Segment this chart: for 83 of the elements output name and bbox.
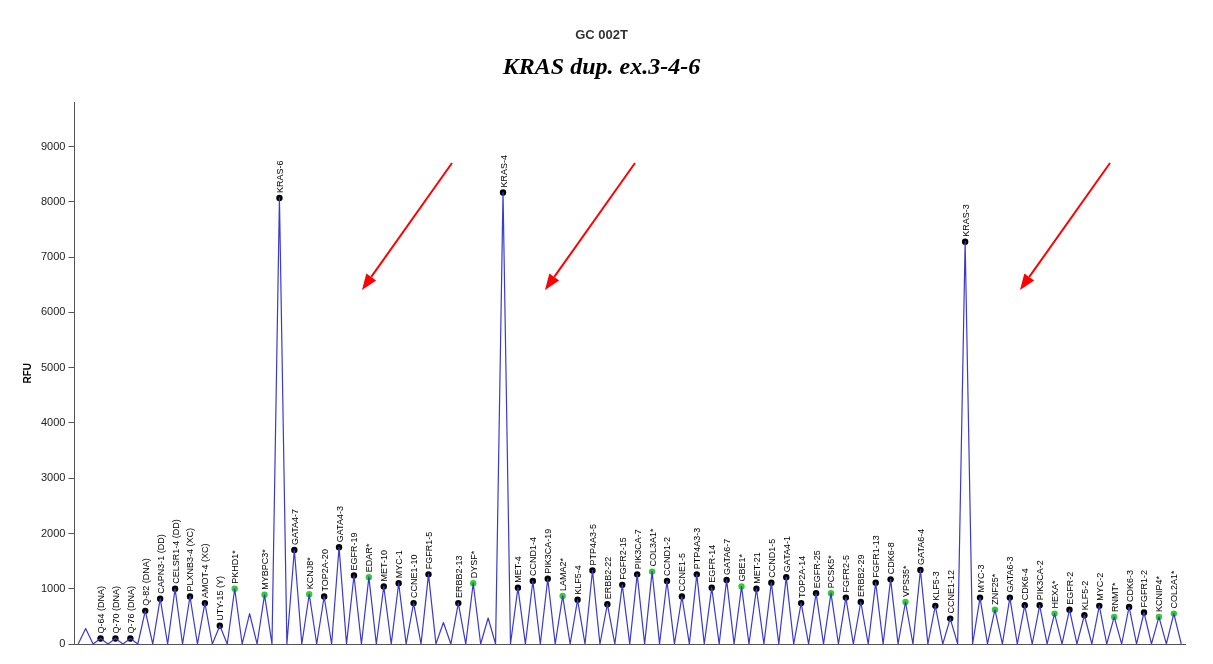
x-tick-label: CCND1-4	[528, 536, 539, 576]
x-tick-label: CELSR1-4 (DD)	[170, 519, 181, 584]
x-tick-label: ERBB2-13	[453, 555, 464, 599]
x-tick-label: PIK3CA-2	[1035, 560, 1046, 601]
x-tick-label: CDK6-3	[1124, 569, 1135, 602]
x-tick-label: KRAS-4	[498, 154, 509, 188]
x-tick-label: GATA4-7	[289, 508, 300, 546]
x-tick-label: MYC-3	[975, 564, 986, 593]
x-tick-label: CCND1-5	[766, 538, 777, 578]
chart-subtitle: KRAS dup. ex.3-4-6	[501, 53, 701, 80]
y-tick-label: 7000	[40, 250, 66, 263]
x-tick-label: GATA4-1	[781, 535, 792, 573]
y-tick-label: 4000	[40, 415, 66, 428]
x-tick-label: VPS35*	[900, 564, 911, 597]
x-tick-label: ZNF25*	[990, 573, 1001, 605]
x-tick-label: MET-4	[513, 556, 524, 583]
x-tick-label: LAMA2*	[558, 557, 569, 591]
x-tick-label: UTY-15 (Y)	[215, 576, 226, 621]
y-tick-label: 9000	[40, 139, 66, 152]
x-tick-label: CDK6-4	[1020, 568, 1031, 601]
x-tick-label: KCNIP4*	[1154, 575, 1165, 612]
x-tick-label: KRAS-6	[274, 160, 285, 194]
x-tick-label: Q-70 (DNA)	[110, 585, 121, 634]
x-tick-label: ERBB2-29	[856, 554, 867, 597]
x-tick-label: HEXA*	[1050, 580, 1061, 609]
x-tick-label: Q-82 (DNA)	[140, 558, 151, 606]
y-tick-label: 3000	[40, 471, 66, 484]
x-tick-label: EGFR-19	[349, 532, 360, 571]
x-tick-label: CCND1-2	[662, 536, 673, 576]
x-tick-label: PCSK5*	[826, 554, 837, 589]
x-tick-label: MET-10	[379, 550, 390, 582]
x-tick-label: MET-21	[751, 552, 762, 584]
x-tick-label: GATA6-3	[1005, 556, 1016, 593]
y-tick-label: 8000	[40, 194, 66, 207]
x-tick-label: GATA6-4	[915, 528, 926, 565]
x-tick-label: EGFR-25	[811, 550, 822, 589]
x-tick-label: KLF5-4	[573, 565, 584, 595]
x-tick-label: PTP4A3-3	[692, 527, 703, 570]
x-tick-label: CCNE1-10	[409, 554, 420, 599]
x-tick-label: TOP2A-14	[796, 555, 807, 599]
y-tick-label: 0	[59, 637, 66, 650]
x-tick-label: FGFR2-5	[841, 555, 852, 593]
x-tick-label: PTP4A3-5	[587, 523, 598, 566]
x-tick-label: PKHD1*	[230, 549, 241, 584]
x-tick-label: GBE1*	[737, 553, 748, 582]
x-tick-label: PIK3CA-7	[632, 529, 643, 570]
x-tick-label: CCNE1-5	[677, 552, 688, 592]
chart-title: GC 002T	[575, 27, 628, 43]
y-tick-label: 6000	[40, 305, 66, 318]
x-tick-label: CDK6-8	[886, 542, 897, 575]
y-tick-label: 1000	[40, 581, 66, 594]
x-tick-label: EDAR*	[364, 543, 375, 573]
x-tick-label: FGFR1-5	[423, 531, 434, 570]
x-tick-label: KRAS-3	[960, 204, 971, 237]
x-tick-label: FGFR2-15	[617, 537, 628, 580]
x-tick-label: EGFR-2	[1064, 571, 1075, 605]
x-tick-label: AMOT-4 (XC)	[200, 543, 211, 599]
y-tick-label: 5000	[40, 360, 66, 373]
y-tick-label: 2000	[40, 526, 66, 539]
x-tick-label: MYC-2	[1094, 572, 1105, 601]
x-tick-label: DYSF*	[468, 550, 479, 579]
x-tick-label: GATA4-3	[334, 506, 345, 543]
x-tick-label: KLF5-2	[1079, 580, 1090, 611]
x-tick-label: FGFR1-2	[1139, 569, 1150, 608]
x-tick-label: TOP2A-20	[319, 549, 330, 592]
x-tick-label: GATA6-7	[722, 538, 733, 575]
x-tick-label: Q-76 (DNA)	[125, 585, 136, 634]
x-tick-label: RNMT*	[1109, 581, 1120, 612]
x-tick-label: CCNE1-12	[945, 570, 956, 614]
x-tick-label: PIK3CA-19	[543, 528, 554, 574]
x-tick-label: MYC-1	[394, 550, 405, 579]
x-tick-label: MYBPC3*	[260, 548, 271, 590]
x-tick-label: Q-64 (DNA)	[96, 585, 107, 634]
x-tick-label: EGFR-14	[707, 544, 718, 583]
x-tick-label: CAPN3-1 (DD)	[155, 534, 166, 594]
x-tick-label: COL2A1*	[1169, 570, 1180, 609]
y-axis-title: RFU	[21, 362, 33, 384]
x-tick-label: ERBB2-22	[602, 556, 613, 600]
x-tick-label: KCNJ8*	[304, 556, 315, 590]
x-tick-label: KLF5-3	[930, 571, 941, 601]
x-tick-label: COL3A1*	[647, 528, 658, 567]
x-tick-label: FGFR1-13	[871, 535, 882, 578]
x-tick-label: PLXNB3-4 (XC)	[185, 527, 196, 592]
